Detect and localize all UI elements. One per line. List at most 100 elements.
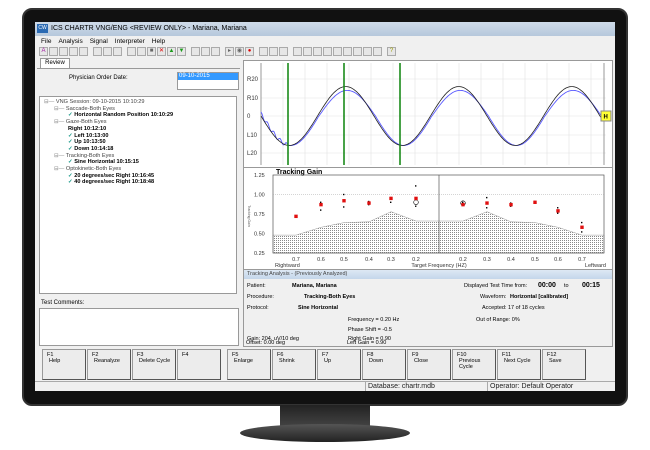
tree-item[interactable]: ✓ 40 degrees/sec Right 10:18:48	[44, 179, 232, 186]
doc-icon[interactable]	[127, 47, 136, 56]
x-tick-label: 0.2	[412, 257, 420, 263]
tree-item[interactable]: ⊟— Optokinetic-Both Eyes	[44, 166, 232, 173]
new-icon[interactable]	[49, 47, 58, 56]
collapse-icon[interactable]: ⊟—	[44, 99, 56, 105]
tree-item[interactable]: ✓ Sine Horizontal 10:15:15	[44, 159, 232, 166]
eye-trace	[260, 89, 604, 146]
tree-item[interactable]: ⊟— Gaze-Both Eyes	[44, 119, 232, 126]
comments-label: Test Comments:	[41, 300, 85, 306]
fkey-f8[interactable]: F8 Down	[362, 349, 406, 380]
fkey-f3[interactable]: F3 Delete Cycle	[132, 349, 176, 380]
min-point	[581, 231, 583, 233]
record-icon[interactable]: ●	[245, 47, 254, 56]
fit-icon[interactable]	[343, 47, 352, 56]
wave-icon[interactable]	[211, 47, 220, 56]
fkey-f9[interactable]: F9 Close	[407, 349, 451, 380]
x-tick-label: 0.5	[531, 257, 539, 263]
export-icon[interactable]	[293, 47, 302, 56]
y-tick-label: 1.00	[254, 193, 265, 199]
up-arrow-icon[interactable]: ▲	[167, 47, 176, 56]
align-icon[interactable]	[363, 47, 372, 56]
tree-item[interactable]: ✓ Left 10:13:00	[44, 133, 232, 140]
time-from[interactable]: 00:00	[538, 282, 556, 289]
fkey-f6[interactable]: F6 Shrink	[272, 349, 316, 380]
mean-point	[367, 201, 371, 205]
phase-value: Phase Shift = -0.5	[348, 327, 392, 333]
min-point	[557, 212, 559, 214]
play-icon[interactable]: ▸	[225, 47, 234, 56]
collapse-icon[interactable]: ⊟—	[54, 152, 66, 159]
max-point	[486, 196, 488, 199]
order-date-field[interactable]: 09-10-2015	[177, 72, 239, 90]
max-point	[415, 185, 417, 187]
tree-item[interactable]: Right 10:12:10	[44, 126, 232, 133]
fkey-f4[interactable]: F4	[177, 349, 221, 380]
out-of-range-value: Out of Range: 0%	[476, 317, 520, 323]
menu-interpreter[interactable]: Interpreter	[114, 38, 145, 45]
menu-file[interactable]: File	[41, 38, 52, 45]
font-icon[interactable]: A	[39, 47, 48, 56]
tree-item-label: 20 degrees/sec Right 10:16:45	[74, 172, 155, 179]
collapse-icon[interactable]: ⊟—	[54, 105, 66, 112]
fkey-f11[interactable]: F11 Next Cycle	[497, 349, 541, 380]
tree-item[interactable]: ✓ Down 10:14:18	[44, 146, 232, 153]
print-icon[interactable]	[69, 47, 78, 56]
crop-icon[interactable]	[201, 47, 210, 56]
fkey-f5[interactable]: F5 Enlarge	[227, 349, 271, 380]
calibrate-icon[interactable]	[259, 47, 268, 56]
check-icon: ✓	[68, 145, 75, 152]
tree-item[interactable]: ⊟— Tracking-Both Eyes	[44, 153, 232, 160]
save-icon[interactable]: ■	[147, 47, 156, 56]
check-icon[interactable]	[113, 47, 122, 56]
leftward-label: Leftward	[585, 263, 606, 269]
cut-icon[interactable]	[93, 47, 102, 56]
target-icon[interactable]	[279, 47, 288, 56]
check-icon: ✓	[68, 172, 75, 179]
accepted-value: Accepted: 17 of 18 cycles	[482, 305, 545, 311]
mark-icon[interactable]	[353, 47, 362, 56]
paste-icon[interactable]	[103, 47, 112, 56]
fkey-f2[interactable]: F2 Reanalyze	[87, 349, 131, 380]
fkey-number: F5	[232, 352, 239, 358]
y-tick-label: R20	[247, 77, 259, 83]
menu-signal[interactable]: Signal	[89, 38, 108, 45]
fkey-label: Shrink	[279, 358, 295, 364]
fkey-f12[interactable]: F12 Save	[542, 349, 586, 380]
fkey-f7[interactable]: F7 Up	[317, 349, 361, 380]
left-icon[interactable]	[323, 47, 332, 56]
grid-icon[interactable]	[303, 47, 312, 56]
collapse-icon[interactable]: ⊟—	[54, 166, 66, 173]
tree-item[interactable]: ✓ Up 10:13:50	[44, 139, 232, 146]
tree-item[interactable]: ✓ Horizontal Random Position 10:10:29	[44, 112, 232, 119]
tree-item[interactable]: ⊟— Saccade-Both Eyes	[44, 106, 232, 113]
x-tick-label: 0.4	[507, 257, 515, 263]
stop-icon[interactable]: ◉	[235, 47, 244, 56]
menu-help[interactable]: Help	[151, 38, 166, 45]
tree-item[interactable]: ⊟— VNG Session: 09-10-2015 10:10:29	[44, 99, 232, 106]
check-icon: ✓	[68, 139, 75, 146]
plot-frame	[272, 174, 605, 254]
settings-icon[interactable]	[191, 47, 200, 56]
open-icon[interactable]	[137, 47, 146, 56]
tab-review[interactable]: Review	[40, 58, 70, 68]
min-point	[415, 205, 417, 207]
tree-item[interactable]: ✓ 20 degrees/sec Right 10:16:45	[44, 173, 232, 180]
delete-icon[interactable]: ✕	[157, 47, 166, 56]
collapse-icon[interactable]: ⊟—	[54, 119, 66, 126]
fkey-f10[interactable]: F10 Previous Cycle	[452, 349, 496, 380]
right-icon[interactable]	[333, 47, 342, 56]
comments-input[interactable]	[39, 308, 239, 346]
menu-analysis[interactable]: Analysis	[58, 38, 83, 45]
fkey-f1[interactable]: F1 Help	[42, 349, 86, 380]
config-icon[interactable]	[373, 47, 382, 56]
normal-range-area	[272, 211, 605, 254]
copy-icon[interactable]	[59, 47, 68, 56]
down-arrow-icon[interactable]: ▼	[177, 47, 186, 56]
help-icon[interactable]: ?	[387, 47, 396, 56]
time-to[interactable]: 00:15	[582, 282, 600, 289]
check-icon: ✓	[68, 159, 75, 166]
signal-icon[interactable]	[269, 47, 278, 56]
zoom-icon[interactable]	[313, 47, 322, 56]
preview-icon[interactable]	[79, 47, 88, 56]
x-tick-label: 0.2	[459, 257, 467, 263]
